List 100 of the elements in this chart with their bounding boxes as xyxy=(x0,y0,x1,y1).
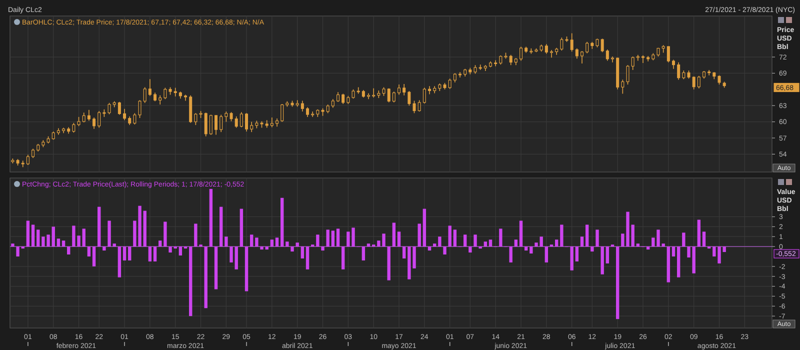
candlestick xyxy=(448,78,452,90)
bar xyxy=(422,208,426,247)
bar xyxy=(682,232,686,247)
bar xyxy=(98,206,101,247)
bar xyxy=(702,232,706,247)
bar xyxy=(428,246,432,251)
bar xyxy=(118,246,122,278)
bar xyxy=(672,246,676,256)
candlestick xyxy=(214,114,218,136)
candlestick xyxy=(250,121,254,132)
candlestick xyxy=(642,55,645,64)
bar xyxy=(290,246,294,252)
bar xyxy=(275,238,279,247)
candlestick xyxy=(412,100,416,114)
bar xyxy=(676,246,680,278)
candlestick xyxy=(428,86,432,95)
bar xyxy=(530,246,533,254)
bar xyxy=(646,246,650,250)
bar xyxy=(143,210,146,247)
candlestick xyxy=(398,84,401,96)
bar xyxy=(286,242,289,247)
candlestick xyxy=(26,154,30,166)
bar xyxy=(366,244,370,247)
bar xyxy=(204,246,208,308)
bar xyxy=(92,246,96,266)
candlestick xyxy=(164,87,167,100)
bar xyxy=(316,234,320,247)
bar xyxy=(240,208,244,247)
bar xyxy=(616,246,620,320)
bar xyxy=(255,238,258,247)
candlestick xyxy=(245,112,248,132)
bar xyxy=(666,246,670,282)
bar xyxy=(31,224,35,247)
candlestick xyxy=(367,92,370,100)
candlestick xyxy=(72,122,76,133)
bar xyxy=(296,242,299,247)
candlestick xyxy=(418,100,421,112)
bar xyxy=(16,246,20,256)
bar xyxy=(463,234,467,247)
candlestick xyxy=(21,160,24,168)
bar xyxy=(524,246,528,251)
bar xyxy=(148,246,152,262)
bar xyxy=(300,246,304,258)
candlestick xyxy=(123,108,126,121)
candlestick xyxy=(666,46,670,63)
candlestick xyxy=(194,112,198,126)
bar xyxy=(453,230,457,247)
candlestick xyxy=(580,50,584,64)
bar xyxy=(122,246,126,260)
bar xyxy=(189,246,192,316)
bar xyxy=(575,246,579,262)
bar xyxy=(214,246,218,290)
candlestick xyxy=(692,76,696,90)
candlestick xyxy=(342,93,345,104)
bar xyxy=(474,234,477,247)
bar xyxy=(499,228,502,247)
candlestick xyxy=(108,102,111,115)
bar xyxy=(321,246,324,251)
bar xyxy=(224,236,228,247)
bar xyxy=(244,246,248,292)
bar xyxy=(484,242,488,247)
bar xyxy=(26,220,30,247)
candlestick xyxy=(626,64,630,85)
bar xyxy=(342,246,345,270)
bar xyxy=(36,230,40,247)
bar xyxy=(108,220,111,247)
candlestick xyxy=(550,50,554,58)
candlestick xyxy=(631,56,634,70)
bar xyxy=(600,246,604,274)
bar xyxy=(209,188,213,247)
candlestick xyxy=(570,32,574,52)
candlestick xyxy=(392,91,396,103)
candlestick xyxy=(234,116,238,128)
bar xyxy=(402,246,406,258)
bar xyxy=(606,246,610,264)
bar xyxy=(448,226,452,247)
candlestick xyxy=(697,76,700,89)
bar xyxy=(387,246,390,280)
bar xyxy=(326,230,330,247)
candlestick xyxy=(672,59,676,70)
bar xyxy=(554,240,558,247)
bar xyxy=(580,236,584,247)
candlestick xyxy=(77,116,80,127)
bar xyxy=(250,234,254,247)
candlestick xyxy=(718,74,721,85)
bar xyxy=(220,206,223,247)
bar xyxy=(11,244,14,247)
candlestick xyxy=(408,90,411,106)
candlestick xyxy=(422,87,426,104)
bar xyxy=(585,224,589,247)
candlestick xyxy=(636,54,640,62)
bar xyxy=(67,246,70,254)
bar xyxy=(392,222,396,247)
candlestick xyxy=(560,37,564,51)
bar xyxy=(418,224,421,247)
candlestick xyxy=(209,114,212,136)
bar xyxy=(168,246,172,253)
candlestick xyxy=(204,112,208,137)
bar xyxy=(102,246,106,251)
candlestick xyxy=(32,148,35,158)
